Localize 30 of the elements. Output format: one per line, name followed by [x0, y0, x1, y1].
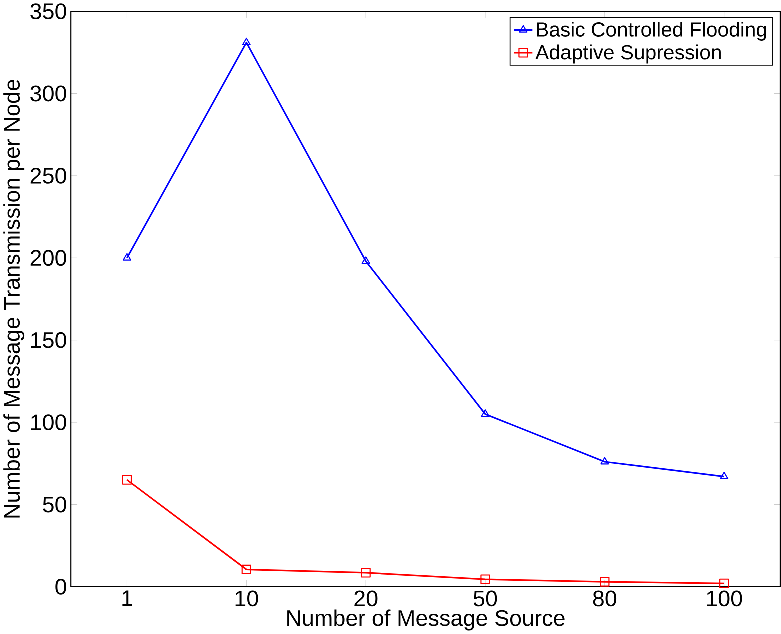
- y-tick-label: 200: [30, 250, 66, 266]
- point: [361, 568, 371, 578]
- x-axis-title: Number of Message Source: [288, 610, 565, 631]
- x-tick-label: 100: [707, 590, 742, 607]
- x-tick-label: 1: [122, 590, 132, 606]
- point: [122, 253, 132, 261]
- y-tick-label: 0: [56, 578, 66, 595]
- y-tick-label: 250: [30, 168, 66, 184]
- point: [600, 577, 610, 587]
- y-tick-label: 100: [31, 414, 66, 430]
- x-tick-label: 80: [593, 590, 617, 607]
- legend-label: Adaptive Supression: [536, 44, 721, 64]
- point: [720, 578, 730, 588]
- point: [242, 564, 252, 574]
- x-tick-label: 10: [236, 590, 258, 607]
- y-axis-title: Number of Message Transmission per Node: [4, 80, 25, 518]
- point: [481, 409, 490, 417]
- point: [242, 38, 251, 46]
- point: [122, 475, 132, 485]
- point: [362, 256, 370, 264]
- legend-label: Basic Controlled Flooding: [537, 22, 766, 41]
- y-tick-label: 300: [30, 86, 66, 102]
- point: [480, 574, 490, 584]
- y-tick-label: 50: [43, 496, 66, 513]
- y-tick-label: 350: [30, 3, 66, 20]
- point: [720, 472, 729, 480]
- y-tick-label: 150: [31, 332, 66, 348]
- x-tick-label: 50: [474, 590, 498, 607]
- point: [600, 457, 610, 465]
- x-tick-label: 20: [354, 590, 378, 607]
